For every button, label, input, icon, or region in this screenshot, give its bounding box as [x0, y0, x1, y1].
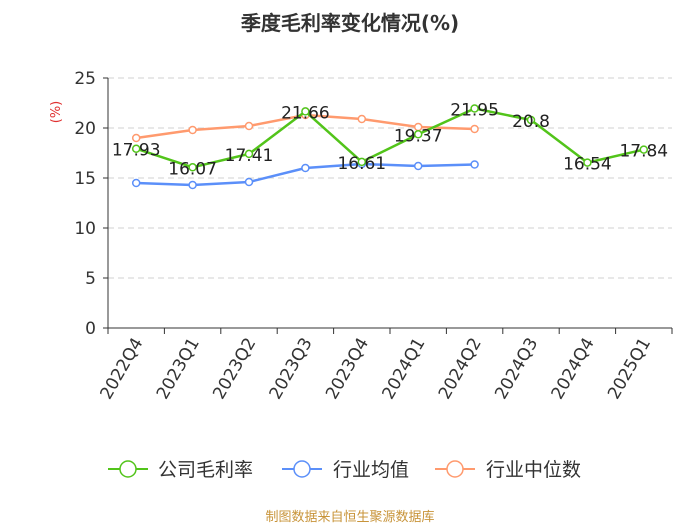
legend-label: 公司毛利率 [158, 459, 253, 481]
data-label: 16.54 [563, 155, 612, 175]
series-point [470, 160, 479, 169]
series-point [244, 149, 254, 159]
series-point [639, 145, 649, 154]
y-tick-label: 10 [74, 219, 96, 239]
series-point [244, 177, 254, 187]
x-tick-label: 2023Q4 [322, 335, 373, 403]
legend-label: 行业均值 [333, 459, 409, 481]
series-point [188, 180, 197, 190]
data-label: 16.07 [168, 159, 217, 179]
series-group [131, 104, 649, 190]
x-tick-label: 2025Q1 [604, 335, 655, 403]
series-point [583, 158, 592, 167]
series-point [188, 163, 197, 172]
source-note: 制图数据来自恒生聚源数据库 [265, 509, 434, 525]
series-point [357, 114, 367, 124]
grid-lines [108, 77, 672, 279]
x-tick-label: 2023Q2 [209, 335, 260, 403]
data-label: 21.66 [281, 103, 330, 123]
legend: 公司毛利率 行业均值 行业中位数 [108, 459, 581, 481]
x-tick-label: 2022Q4 [96, 335, 147, 403]
x-tick-label: 2024Q3 [491, 335, 542, 403]
data-label: 17.93 [112, 141, 161, 161]
series-point [244, 121, 254, 131]
data-label: 16.61 [337, 154, 386, 174]
series-point [301, 107, 310, 116]
series-point [413, 130, 423, 139]
series-point [131, 144, 141, 153]
data-label: 21.95 [450, 101, 499, 121]
series-point [131, 178, 141, 188]
legend-label: 行业中位数 [486, 459, 581, 481]
data-label: 20.8 [512, 112, 550, 132]
y-tick-label: 5 [85, 269, 96, 289]
y-axis-label: (%) [49, 101, 64, 124]
x-tick-label: 2024Q1 [378, 335, 429, 403]
legend-marker [446, 460, 464, 478]
series-point [470, 104, 479, 113]
series-point [413, 161, 423, 171]
y-tick-label: 25 [74, 69, 96, 89]
data-label: 19.37 [394, 126, 443, 146]
series-point [470, 124, 479, 134]
series-point [357, 157, 367, 167]
legend-marker [293, 460, 311, 478]
axes: 0 5 10 15 20 25 2022Q4 2023Q1 2023Q2 2023Q3 2023Q4… [74, 69, 673, 403]
chart-title: 季度毛利率变化情况(%) [240, 11, 459, 35]
series-point [301, 163, 310, 173]
series-point [526, 115, 536, 125]
series-point [131, 133, 141, 143]
data-label: 17.84 [619, 142, 668, 162]
series-line [135, 107, 645, 169]
x-tick-label: 2024Q4 [548, 335, 599, 403]
y-tick-label: 0 [85, 319, 96, 339]
x-tick-label: 2023Q1 [153, 335, 204, 403]
data-labels: 17.93 16.07 17.41 21.66 16.61 19.37 21.95 20.8 1… [112, 101, 668, 180]
y-tick-label: 20 [74, 119, 96, 139]
x-tick-label: 2024Q2 [435, 334, 486, 402]
legend-marker [119, 460, 137, 478]
y-tick-label: 15 [74, 169, 96, 189]
x-tick-label: 2023Q3 [266, 335, 317, 403]
data-label: 17.41 [225, 146, 274, 166]
series-point [188, 125, 197, 135]
